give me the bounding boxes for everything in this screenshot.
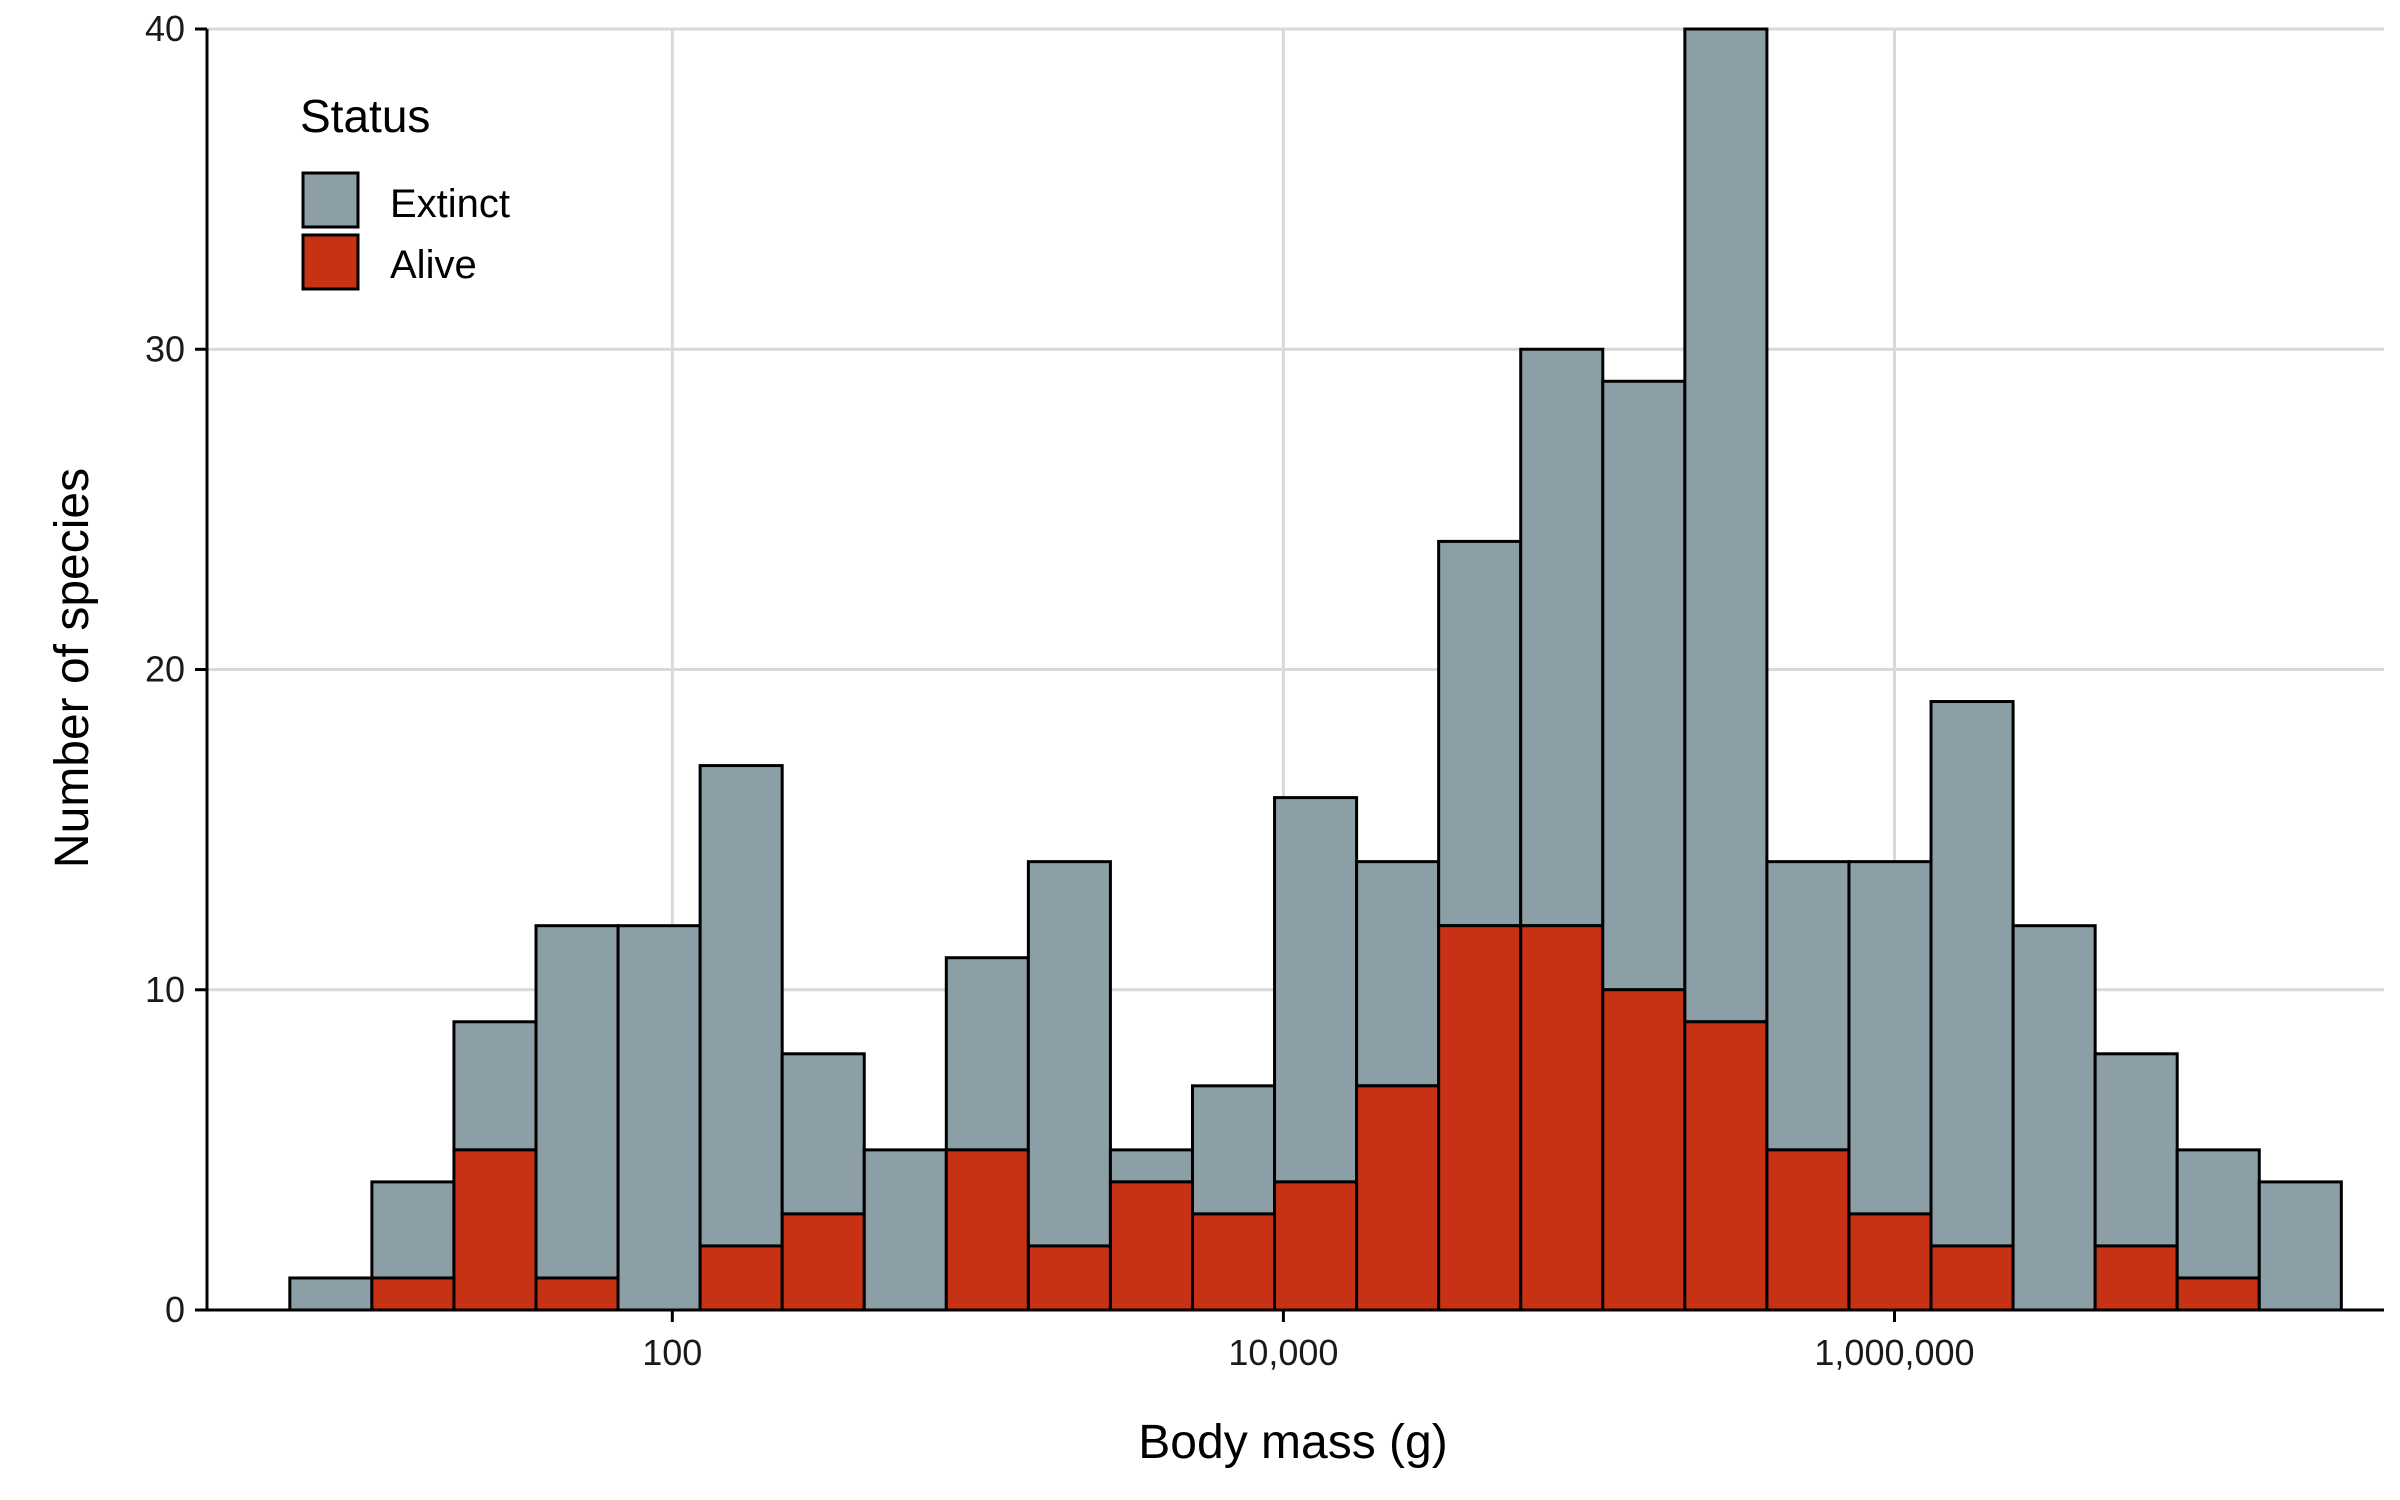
bar-alive (1273, 1180, 1359, 1312)
y-tick-label: 30 (145, 328, 185, 369)
bar-extinct (370, 1180, 456, 1280)
x-tick-label: 100 (642, 1332, 702, 1373)
bar-extinct (1437, 539, 1523, 928)
bar-alive (944, 1148, 1030, 1312)
bar-extinct (1929, 700, 2015, 1248)
bar-alive (1108, 1180, 1194, 1312)
legend-label-extinct: Extinct (390, 182, 510, 226)
y-axis-ticks: 0 10 20 30 40 (145, 8, 207, 1330)
legend-label-alive: Alive (390, 243, 477, 287)
bar-extinct (534, 924, 620, 1280)
bar-extinct (944, 956, 1030, 1152)
bar-extinct (862, 1148, 948, 1312)
bar-alive (1190, 1212, 1277, 1312)
bar-alive (1847, 1212, 1933, 1312)
bar-extinct (2175, 1148, 2261, 1280)
y-axis-title: Number of species (46, 468, 99, 868)
x-tick-label: 1,000,000 (1814, 1332, 1974, 1373)
bar-extinct (698, 764, 784, 1248)
bar-extinct (616, 924, 702, 1312)
y-tick-label: 10 (145, 969, 185, 1010)
bar-alive (1355, 1084, 1441, 1312)
bar-extinct (1273, 796, 1359, 1184)
bar-extinct (1601, 379, 1687, 992)
bar-alive (1519, 924, 1605, 1312)
bar-extinct (1108, 1148, 1194, 1184)
bar-alive (698, 1244, 784, 1312)
bar-alive (534, 1276, 620, 1312)
bar-alive (1929, 1244, 2015, 1312)
bar-extinct (1847, 860, 1933, 1216)
legend-swatch-alive (301, 233, 360, 291)
bar-alive (1683, 1020, 1769, 1312)
bar-extinct (1519, 347, 1605, 928)
bar-alive (780, 1212, 866, 1312)
legend: Status Extinct Alive (300, 90, 510, 291)
bar-extinct (288, 1276, 374, 1312)
bar-alive (1765, 1148, 1851, 1312)
bar-extinct (1765, 860, 1851, 1152)
x-axis-title: Body mass (g) (1138, 1416, 1447, 1469)
bar-alive (1601, 988, 1687, 1312)
x-tick-label: 10,000 (1228, 1332, 1338, 1373)
bar-extinct (2093, 1052, 2179, 1248)
bar-alive (1437, 924, 1523, 1312)
bar-alive (452, 1148, 538, 1312)
bar-extinct (1190, 1084, 1277, 1216)
bar-alive (2175, 1276, 2261, 1312)
bar-extinct (1683, 27, 1769, 1024)
bar-extinct (1355, 860, 1441, 1088)
y-tick-label: 20 (145, 649, 185, 690)
bar-extinct (452, 1020, 538, 1152)
bar-extinct (2011, 924, 2097, 1312)
bar-extinct (780, 1052, 866, 1216)
bar-alive (2093, 1244, 2179, 1312)
bars (288, 27, 2343, 1312)
y-tick-label: 0 (165, 1289, 185, 1330)
legend-title: Status (300, 90, 430, 142)
y-tick-label: 40 (145, 8, 185, 49)
x-axis-ticks: 100 10,000 1,000,000 (642, 1310, 1975, 1373)
bar-extinct (2257, 1180, 2343, 1312)
legend-swatch-extinct (301, 171, 360, 229)
bar-extinct (1026, 860, 1112, 1248)
bar-alive (370, 1276, 456, 1312)
bar-alive (1026, 1244, 1112, 1312)
